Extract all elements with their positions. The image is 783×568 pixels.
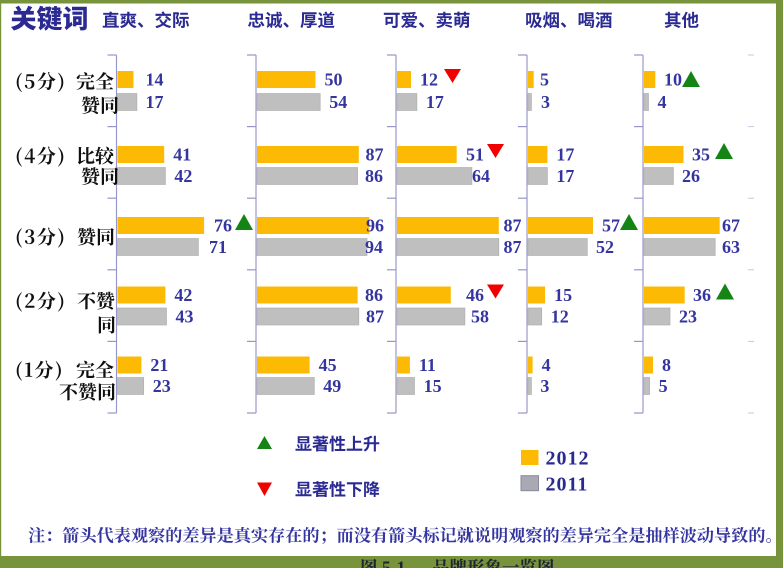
svg-text:15: 15 (554, 285, 572, 305)
svg-text:67: 67 (722, 216, 740, 236)
svg-text:15: 15 (424, 376, 442, 396)
svg-text:11: 11 (419, 355, 436, 375)
svg-text:2011: 2011 (546, 474, 589, 496)
svg-text:45: 45 (319, 355, 337, 375)
svg-text:94: 94 (365, 237, 383, 257)
svg-text:51: 51 (466, 145, 484, 165)
svg-text:87: 87 (366, 145, 384, 165)
svg-text:3: 3 (540, 376, 549, 396)
svg-text:23: 23 (679, 307, 697, 327)
svg-text:36: 36 (693, 285, 711, 305)
svg-text:42: 42 (174, 166, 192, 186)
svg-text:41: 41 (173, 145, 191, 165)
svg-text:87: 87 (366, 307, 384, 327)
svg-text:17: 17 (146, 92, 164, 112)
svg-text:63: 63 (722, 237, 740, 257)
svg-text:5: 5 (540, 70, 549, 90)
svg-text:71: 71 (209, 237, 227, 257)
svg-text:96: 96 (366, 216, 384, 236)
svg-text:3: 3 (541, 92, 550, 112)
svg-text:42: 42 (174, 285, 192, 305)
svg-text:17: 17 (426, 92, 444, 112)
svg-text:17: 17 (556, 145, 574, 165)
svg-text:57: 57 (602, 216, 620, 236)
svg-text:10: 10 (664, 70, 682, 90)
svg-text:4: 4 (542, 355, 551, 375)
svg-text:2012: 2012 (546, 448, 590, 470)
svg-text:87: 87 (504, 237, 522, 257)
svg-text:86: 86 (365, 166, 383, 186)
svg-text:87: 87 (504, 216, 522, 236)
svg-text:64: 64 (472, 166, 490, 186)
svg-text:12: 12 (551, 307, 569, 327)
svg-text:5: 5 (659, 376, 668, 396)
svg-text:52: 52 (596, 237, 614, 257)
svg-text:12: 12 (420, 70, 438, 90)
svg-text:23: 23 (153, 376, 171, 396)
svg-text:5-1: 5-1 (382, 558, 405, 568)
svg-text:46: 46 (466, 285, 484, 305)
svg-text:49: 49 (323, 376, 341, 396)
svg-text:4: 4 (658, 92, 667, 112)
svg-text:86: 86 (365, 285, 383, 305)
svg-text:26: 26 (682, 166, 700, 186)
svg-text:50: 50 (325, 70, 343, 90)
svg-text:17: 17 (556, 166, 574, 186)
svg-text:14: 14 (146, 70, 164, 90)
svg-text:58: 58 (471, 307, 489, 327)
svg-text:43: 43 (176, 307, 194, 327)
svg-text:8: 8 (662, 355, 671, 375)
svg-text:54: 54 (329, 92, 347, 112)
svg-text:21: 21 (150, 355, 168, 375)
svg-text:76: 76 (214, 216, 232, 236)
svg-text:35: 35 (692, 145, 710, 165)
